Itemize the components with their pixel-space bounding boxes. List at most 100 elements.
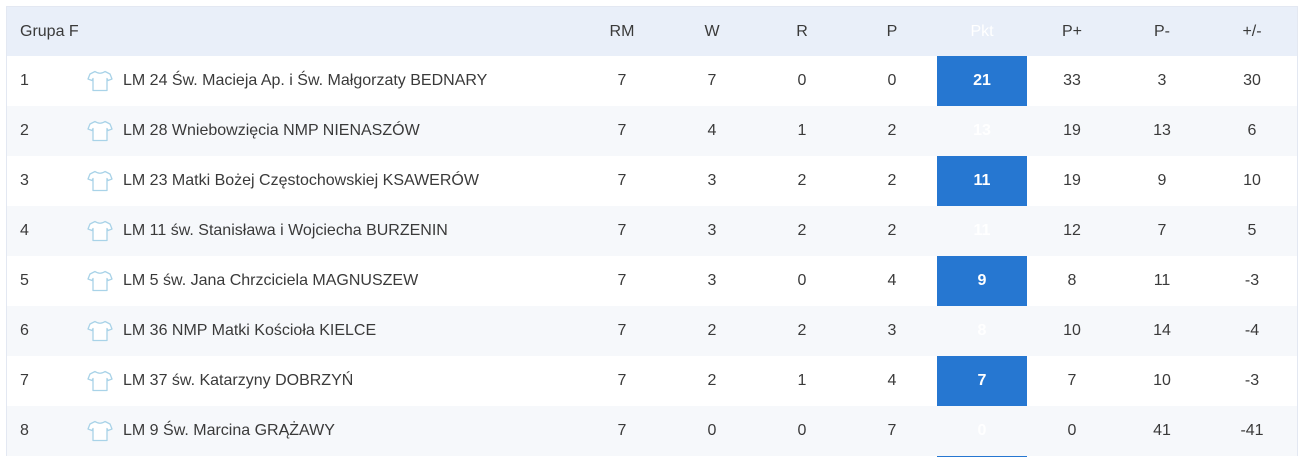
position-cell: 1 <box>20 72 29 89</box>
w-cell: 4 <box>707 122 717 139</box>
header-diff[interactable]: +/- <box>1242 22 1262 40</box>
w-cell: 2 <box>707 322 717 339</box>
pplus-cell: 19 <box>1063 172 1081 189</box>
p-cell: 0 <box>887 72 897 89</box>
header-r[interactable]: R <box>796 22 808 40</box>
diff-cell: 5 <box>1247 222 1257 239</box>
team-name[interactable]: LM 5 św. Jana Chrzciciela MAGNUSZEW <box>123 272 419 289</box>
pminus-cell: 3 <box>1157 72 1167 89</box>
team-name[interactable]: LM 24 Św. Macieja Ap. i Św. Małgorzaty B… <box>123 72 488 89</box>
rm-cell: 7 <box>617 322 627 339</box>
w-cell: 7 <box>707 72 717 89</box>
table-row[interactable]: 7 LM 37 św. Katarzyny DOBRZYŃ 7 2 1 4 7 7 10 -3 <box>7 356 1297 406</box>
r-cell: 1 <box>797 372 807 389</box>
pkt-cell: 0 <box>977 422 987 439</box>
rm-cell: 7 <box>617 422 627 439</box>
shirt-icon <box>87 70 113 92</box>
table-row[interactable]: 6 LM 36 NMP Matki Kościoła KIELCE 7 2 2 3 8 10 1… <box>7 306 1297 356</box>
rm-cell: 7 <box>617 122 627 139</box>
pminus-cell: 7 <box>1157 222 1167 239</box>
diff-cell: 30 <box>1243 72 1261 89</box>
pkt-cell: 9 <box>977 272 987 289</box>
shirt-icon <box>87 120 113 142</box>
p-cell: 7 <box>887 422 897 439</box>
pplus-cell: 0 <box>1067 422 1077 439</box>
rm-cell: 7 <box>617 272 627 289</box>
team-cell[interactable]: LM 5 św. Jana Chrzciciela MAGNUSZEW <box>67 270 577 292</box>
standings-rows: Grupa F RM W R P Pkt P+ P- +/- 1 LM 24 Św… <box>7 7 1297 456</box>
table-row[interactable]: 3 LM 23 Matki Bożej Częstochowskiej KSAWE… <box>7 156 1297 206</box>
p-cell: 3 <box>887 322 897 339</box>
diff-cell: -4 <box>1244 322 1260 339</box>
table-header: Grupa F RM W R P Pkt P+ P- +/- <box>7 7 1297 56</box>
position-cell: 5 <box>20 272 29 289</box>
standings-table: Grupa F RM W R P Pkt P+ P- +/- 1 LM 24 Św… <box>6 6 1298 457</box>
p-cell: 2 <box>887 122 897 139</box>
pplus-cell: 33 <box>1063 72 1081 89</box>
header-p[interactable]: P <box>886 22 898 40</box>
pplus-cell: 7 <box>1067 372 1077 389</box>
pkt-cell: 11 <box>973 222 991 239</box>
shirt-icon <box>87 220 113 242</box>
pminus-cell: 14 <box>1153 322 1171 339</box>
team-name[interactable]: LM 37 św. Katarzyny DOBRZYŃ <box>123 372 354 389</box>
w-cell: 2 <box>707 372 717 389</box>
shirt-icon <box>87 270 113 292</box>
pplus-cell: 19 <box>1063 122 1081 139</box>
table-row[interactable]: 1 LM 24 Św. Macieja Ap. i Św. Małgorzaty … <box>7 56 1297 106</box>
p-cell: 4 <box>887 272 897 289</box>
team-name[interactable]: LM 36 NMP Matki Kościoła KIELCE <box>123 322 377 339</box>
table-row[interactable]: 5 LM 5 św. Jana Chrzciciela MAGNUSZEW 7 3 0 4… <box>7 256 1297 306</box>
team-cell[interactable]: LM 28 Wniebowzięcia NMP NIENASZÓW <box>67 120 577 142</box>
shirt-icon <box>87 370 113 392</box>
pminus-cell: 41 <box>1153 422 1171 439</box>
r-cell: 0 <box>797 272 807 289</box>
team-name[interactable]: LM 23 Matki Bożej Częstochowskiej KSAWER… <box>123 172 479 189</box>
r-cell: 2 <box>797 222 807 239</box>
pminus-cell: 9 <box>1157 172 1167 189</box>
table-row[interactable]: 8 LM 9 Św. Marcina GRĄŻAWY 7 0 0 7 0 0 41 -41 <box>7 406 1297 456</box>
position-cell: 6 <box>20 322 29 339</box>
team-cell[interactable]: LM 9 Św. Marcina GRĄŻAWY <box>67 420 577 442</box>
table-row[interactable]: 4 LM 11 św. Stanisława i Wojciecha BURZEN… <box>7 206 1297 256</box>
pminus-cell: 11 <box>1153 272 1171 289</box>
header-pkt[interactable]: Pkt <box>970 22 994 40</box>
p-cell: 4 <box>887 372 897 389</box>
header-pplus[interactable]: P+ <box>1061 22 1082 40</box>
position-cell: 7 <box>20 372 29 389</box>
w-cell: 3 <box>707 222 717 239</box>
table-row[interactable]: 2 LM 28 Wniebowzięcia NMP NIENASZÓW 7 4 1 2 13… <box>7 106 1297 156</box>
w-cell: 3 <box>707 172 717 189</box>
position-cell: 8 <box>20 422 29 439</box>
r-cell: 0 <box>797 422 807 439</box>
team-cell[interactable]: LM 11 św. Stanisława i Wojciecha BURZENI… <box>67 220 577 242</box>
shirt-icon <box>87 420 113 442</box>
position-cell: 3 <box>20 172 29 189</box>
diff-cell: 6 <box>1247 122 1257 139</box>
pkt-cell: 8 <box>977 322 987 339</box>
team-name[interactable]: LM 9 Św. Marcina GRĄŻAWY <box>123 422 335 439</box>
pplus-cell: 8 <box>1067 272 1077 289</box>
team-cell[interactable]: LM 37 św. Katarzyny DOBRZYŃ <box>67 370 577 392</box>
team-cell[interactable]: LM 23 Matki Bożej Częstochowskiej KSAWER… <box>67 170 577 192</box>
rm-cell: 7 <box>617 222 627 239</box>
p-cell: 2 <box>887 222 897 239</box>
pkt-cell: 13 <box>973 122 991 139</box>
team-cell[interactable]: LM 36 NMP Matki Kościoła KIELCE <box>67 320 577 342</box>
rm-cell: 7 <box>617 72 627 89</box>
shirt-icon <box>87 320 113 342</box>
position-cell: 2 <box>20 122 29 139</box>
header-pminus[interactable]: P- <box>1154 22 1170 40</box>
team-name[interactable]: LM 11 św. Stanisława i Wojciecha BURZENI… <box>123 222 448 239</box>
header-w[interactable]: W <box>704 22 720 40</box>
diff-cell: 10 <box>1243 172 1261 189</box>
header-rm[interactable]: RM <box>609 22 635 40</box>
pminus-cell: 10 <box>1153 372 1171 389</box>
r-cell: 0 <box>797 72 807 89</box>
pplus-cell: 10 <box>1063 322 1081 339</box>
pkt-cell: 21 <box>973 72 991 89</box>
rm-cell: 7 <box>617 372 627 389</box>
team-name[interactable]: LM 28 Wniebowzięcia NMP NIENASZÓW <box>123 122 420 139</box>
r-cell: 2 <box>797 172 807 189</box>
team-cell[interactable]: LM 24 Św. Macieja Ap. i Św. Małgorzaty B… <box>67 70 577 92</box>
